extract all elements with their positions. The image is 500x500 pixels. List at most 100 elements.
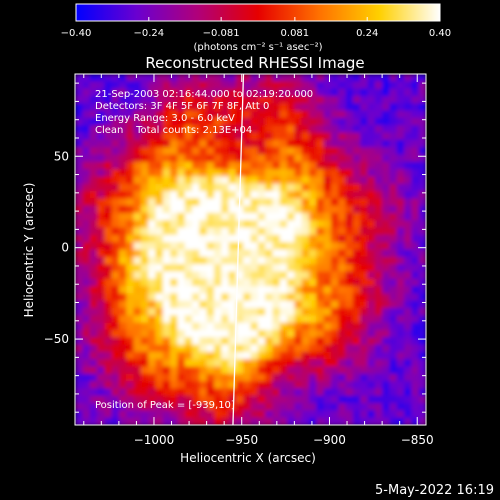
heatmap-cell [140, 403, 149, 411]
heatmap-cell [162, 212, 171, 221]
heatmap-cell [140, 110, 149, 119]
heatmap-cell [250, 256, 259, 265]
heatmap-cell [192, 308, 200, 316]
heatmap-cell [294, 366, 303, 375]
heatmap-cell [162, 176, 171, 185]
heatmap-cell [396, 329, 405, 338]
heatmap-cell [75, 147, 83, 156]
heatmap-cell [367, 161, 376, 170]
heatmap-cell [148, 373, 157, 382]
heatmap-cell [279, 191, 288, 199]
heatmap-cell [411, 403, 420, 411]
heatmap-cell [360, 315, 369, 324]
heatmap-cell [111, 110, 120, 119]
heatmap-cell [257, 161, 266, 170]
heatmap-cell [374, 351, 383, 360]
heatmap-cell [309, 322, 317, 331]
heatmap-cell [133, 183, 142, 192]
heatmap-cell [367, 264, 376, 273]
heatmap-cell [104, 154, 113, 163]
heatmap-cell [148, 410, 157, 419]
heatmap-cell [396, 88, 405, 97]
heatmap-cell [177, 110, 186, 119]
heatmap-cell [265, 308, 274, 316]
heatmap-cell [360, 278, 369, 287]
heatmap-cell [287, 286, 295, 294]
heatmap-cell [206, 308, 215, 316]
heatmap-cell [96, 388, 105, 397]
heatmap-cell [294, 403, 303, 411]
heatmap-cell [118, 125, 127, 134]
heatmap-cell [404, 110, 412, 119]
heatmap-cell [148, 278, 157, 287]
heatmap-cell [309, 176, 317, 185]
heatmap-cell [133, 132, 142, 141]
heatmap-cell [104, 74, 113, 82]
heatmap-cell [221, 198, 230, 207]
heatmap-cell [235, 227, 244, 236]
heatmap-cell [367, 169, 376, 177]
heatmap-cell [250, 81, 259, 90]
heatmap-cell [411, 183, 420, 192]
heatmap-cell [89, 147, 98, 156]
heatmap-cell [323, 381, 332, 390]
heatmap-cell [199, 351, 208, 360]
heatmap-cell [279, 293, 288, 302]
heatmap-cell [418, 278, 426, 287]
heatmap-cell [155, 410, 164, 419]
heatmap-cell [228, 359, 237, 368]
heatmap-cell [133, 139, 142, 148]
heatmap-cell [126, 373, 135, 382]
heatmap-cell [221, 205, 230, 214]
heatmap-cell [192, 74, 200, 82]
heatmap-cell [279, 264, 288, 273]
heatmap-cell [213, 132, 222, 141]
heatmap-cell [126, 271, 135, 280]
heatmap-cell [287, 110, 295, 119]
y-axis-label: Heliocentric Y (arcsec) [22, 183, 36, 318]
heatmap-cell [155, 132, 164, 141]
heatmap-cell [360, 337, 369, 346]
heatmap-cell [118, 198, 127, 207]
heatmap-cell [250, 344, 259, 353]
heatmap-cell [404, 139, 412, 148]
heatmap-cell [155, 264, 164, 273]
heatmap-cell [243, 388, 252, 397]
heatmap-cell [360, 227, 369, 236]
heatmap-cell [155, 395, 164, 404]
heatmap-cell [82, 403, 91, 411]
heatmap-cell [96, 183, 105, 192]
heatmap-cell [367, 212, 376, 221]
heatmap-cell [213, 293, 222, 302]
heatmap-cell [170, 205, 178, 214]
heatmap-cell [199, 337, 208, 346]
heatmap-cell [82, 293, 91, 302]
heatmap-cell [418, 395, 426, 404]
heatmap-cell [382, 88, 391, 97]
heatmap-cell [89, 271, 98, 280]
heatmap-cell [374, 183, 383, 192]
heatmap-cell [170, 88, 178, 97]
heatmap-cell [257, 205, 266, 214]
heatmap-cell [199, 110, 208, 119]
heatmap-cell [111, 132, 120, 141]
heatmap-cell [235, 125, 244, 134]
heatmap-cell [82, 117, 91, 126]
heatmap-cell [155, 169, 164, 177]
heatmap-cell [301, 344, 310, 353]
heatmap-cell [118, 344, 127, 353]
heatmap-cell [396, 344, 405, 353]
heatmap-cell [382, 300, 391, 309]
heatmap-cell [396, 234, 405, 243]
heatmap-cell [345, 410, 354, 419]
heatmap-cell [221, 359, 230, 368]
heatmap-cell [360, 110, 369, 119]
heatmap-cell [418, 381, 426, 390]
heatmap-cell [279, 198, 288, 207]
heatmap-cell [330, 205, 339, 214]
heatmap-cell [243, 176, 252, 185]
heatmap-cell [235, 147, 244, 156]
heatmap-cell [206, 366, 215, 375]
heatmap-cell [418, 308, 426, 316]
heatmap-cell [133, 161, 142, 170]
